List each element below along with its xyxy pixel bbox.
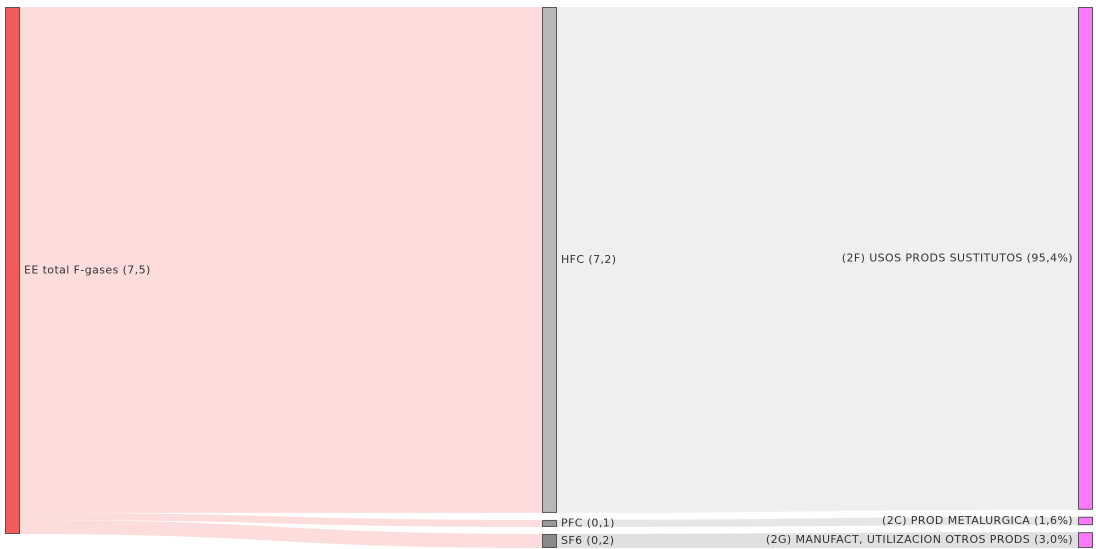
link [20,512,542,527]
node-label: (2G) MANUFACT, UTILIZACION OTROS PRODS (… [766,533,1073,546]
link [557,7,1078,513]
node-label: HFC (7,2) [561,253,616,266]
node [542,519,557,527]
links [20,7,1078,548]
link [20,519,542,548]
node [1078,7,1093,510]
node [542,7,557,513]
link [557,516,1078,527]
node [5,7,20,534]
node-label: (2F) USOS PRODS SUSTITUTOS (95,4%) [842,251,1073,264]
node-label: SF6 (0,2) [561,534,614,547]
node [1078,516,1093,526]
nodes: EE total F-gases (7,5) HFC (7,2) PFC (0,1)… [5,7,1093,549]
link [557,532,1078,548]
node-label: EE total F-gases (7,5) [24,264,151,277]
node-label: PFC (0,1) [561,516,615,529]
node [1078,532,1093,549]
link [20,7,542,513]
node [542,533,557,548]
node-label: (2C) PROD METALURGICA (1,6%) [882,514,1073,527]
